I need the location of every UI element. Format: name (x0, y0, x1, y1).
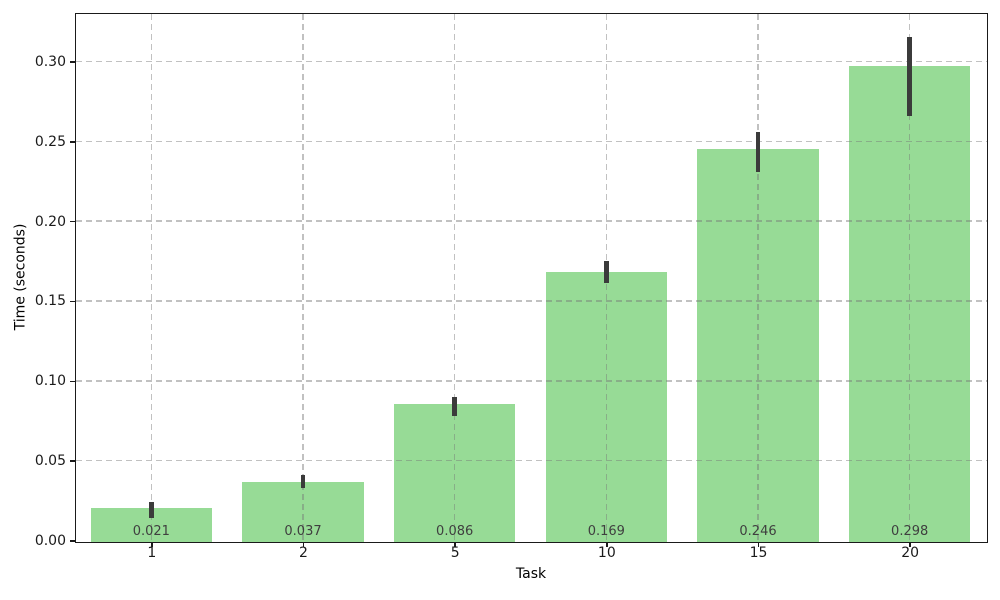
y-tick-label: 0.00 (34, 533, 66, 549)
vertical-gridline (453, 13, 456, 542)
y-tick-label: 0.30 (34, 53, 66, 70)
error-bar (452, 396, 457, 416)
y-tick-label: 0.10 (34, 373, 66, 390)
bar (849, 65, 971, 542)
bar-value-label: 0.169 (587, 523, 625, 539)
bar-value-label: 0.086 (436, 523, 474, 539)
x-tick-label: 2 (299, 545, 308, 561)
error-bar (149, 502, 154, 519)
bar-value-label: 0.246 (739, 523, 777, 539)
x-tick-mark (606, 542, 608, 547)
error-bar (604, 261, 609, 284)
bar (242, 482, 364, 542)
y-tick-label: 0.15 (34, 293, 66, 310)
x-tick-mark (302, 542, 305, 547)
x-tick-label: 10 (597, 545, 616, 561)
bars-layer (76, 14, 987, 542)
y-tick-label: 0.20 (34, 213, 66, 230)
x-tick-label: 15 (749, 545, 768, 561)
error-bar (907, 37, 912, 116)
horizontal-gridline (75, 140, 987, 142)
y-tick-label: 0.25 (34, 133, 66, 150)
marks-layer: 0.021 0.037 0.086 0.169 0.246 0.298 (76, 14, 987, 542)
y-tick-label: 0.05 (34, 453, 66, 470)
bar (394, 404, 516, 542)
bar (697, 148, 819, 542)
y-axis-label: Time (seconds) (12, 223, 29, 331)
horizontal-gridline (75, 220, 987, 222)
horizontal-gridline (75, 459, 987, 462)
vertical-gridline (908, 13, 911, 542)
x-tick-label: 1 (147, 545, 157, 561)
y-tick-mark (70, 61, 75, 63)
y-tick-mark (70, 460, 75, 462)
x-tick-mark (757, 542, 760, 547)
vertical-gridline (150, 13, 153, 542)
x-axis-label: Task (515, 566, 547, 582)
bar-value-label: 0.021 (132, 523, 170, 539)
y-tick-mark (70, 141, 75, 143)
x-tick-mark (151, 542, 153, 547)
y-tick-mark (70, 300, 75, 303)
horizontal-gridline (75, 60, 987, 63)
horizontal-gridline (75, 380, 987, 382)
y-tick-mark (70, 220, 75, 223)
plot-area: 0.021 0.037 0.086 0.169 0.246 0.298 (74, 12, 988, 543)
error-bar (755, 131, 761, 172)
bar (545, 271, 667, 542)
bar-value-label: 0.298 (891, 523, 929, 539)
x-tick-mark (909, 542, 911, 547)
vertical-gridline (302, 13, 304, 542)
x-tick-mark (454, 542, 456, 547)
horizontal-gridline (75, 300, 987, 302)
x-tick-label: 5 (450, 545, 460, 561)
error-bar (300, 475, 306, 488)
x-tick-label: 20 (901, 545, 920, 561)
y-tick-mark (70, 380, 75, 383)
vertical-gridline (757, 13, 759, 542)
bar-value-label: 0.037 (284, 523, 322, 539)
y-tick-mark (70, 540, 75, 542)
